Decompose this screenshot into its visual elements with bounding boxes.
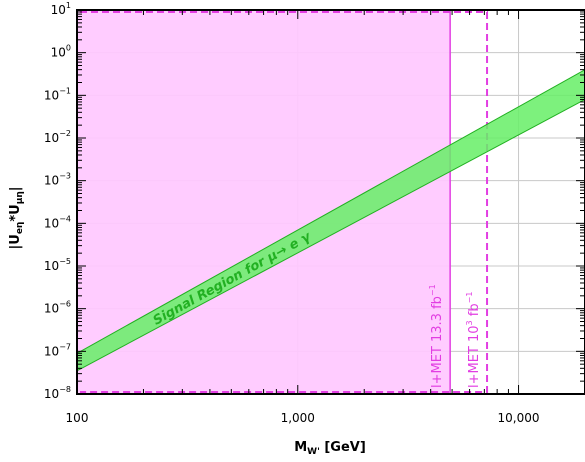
x-axis-title-unit: [GeV] xyxy=(320,440,366,455)
x-axis-title-main: M xyxy=(294,440,307,455)
y-tick-label-4: 10−3 xyxy=(44,172,71,188)
ticks xyxy=(76,9,585,395)
y-tick-label-5: 10−4 xyxy=(44,214,71,230)
plot-frame xyxy=(76,9,585,395)
y-tick-label-3: 10−2 xyxy=(44,129,71,145)
y-tick-label-9: 10−8 xyxy=(44,385,71,401)
x-tick-label-2: 10,000 xyxy=(498,411,540,425)
limit-line-label-1: l+MET 103 fb−1 xyxy=(465,292,482,388)
y-axis-title-sub-1: eη xyxy=(15,222,25,235)
y-axis-title-part-2: *U xyxy=(8,204,23,221)
y-tick-label-1: 100 xyxy=(51,44,71,60)
y-axis-title-part-1: |U xyxy=(8,234,23,249)
y-tick-label-6: 10−5 xyxy=(44,257,71,273)
y-tick-label-8: 10−7 xyxy=(44,342,71,358)
y-axis-title: |Ueη*Uμη| xyxy=(8,187,25,250)
x-tick-label-0: 100 xyxy=(66,411,89,425)
x-tick-label-1: 1,000 xyxy=(281,411,315,425)
y-tick-label-7: 10−6 xyxy=(44,300,71,316)
y-axis-title-part-3: | xyxy=(8,187,23,192)
y-axis-title-sub-2: μη xyxy=(15,191,25,204)
signal-band-layer xyxy=(77,69,585,372)
y-tick-label-0: 101 xyxy=(51,1,71,17)
y-tick-label-2: 10−1 xyxy=(44,86,71,102)
x-axis-title-sub: W' xyxy=(307,447,320,457)
limit-line-dashed xyxy=(80,11,489,393)
signal-band xyxy=(77,69,585,372)
x-axis-title: MW' [GeV] xyxy=(294,440,366,457)
limit-line-label-0: l+MET 13.3 fb−1 xyxy=(428,284,445,388)
